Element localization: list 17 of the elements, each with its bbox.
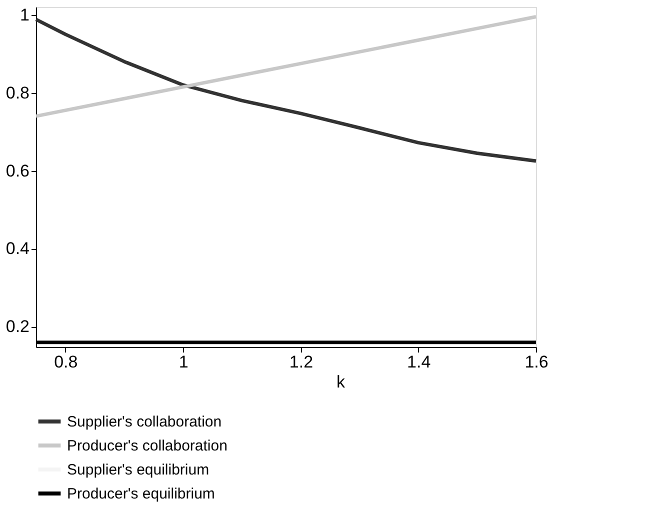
- legend-label: Producer's equilibrium: [67, 486, 215, 502]
- y-tick-label: 0.8: [6, 83, 30, 102]
- x-tick-label: 1: [178, 352, 188, 372]
- line-series: [34, 18, 538, 163]
- legend-label: Supplier's collaboration: [67, 414, 222, 430]
- legend-label: Supplier's equilibrium: [67, 462, 210, 478]
- legend-label: Producer's collaboration: [67, 438, 228, 454]
- x-tick-label: 0.8: [54, 352, 78, 372]
- x-tick-label: 1.4: [407, 352, 431, 372]
- x-tick-label: 1.6: [524, 352, 548, 372]
- x-axis-title: k: [336, 372, 346, 392]
- y-tick-label: 0.6: [6, 161, 30, 180]
- y-tick-label: 0.2: [6, 317, 30, 336]
- x-tick-label: 1.2: [289, 352, 314, 372]
- line-series: [34, 15, 538, 118]
- y-tick-label: 0.4: [6, 239, 30, 258]
- y-tick-label: 1: [20, 5, 30, 24]
